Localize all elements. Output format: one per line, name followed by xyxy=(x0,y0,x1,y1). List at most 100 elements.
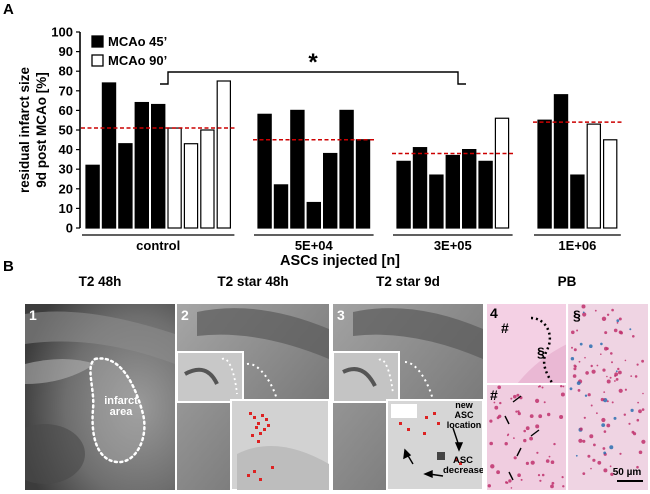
bar xyxy=(355,139,371,229)
stained-cell xyxy=(618,317,622,321)
stained-cell xyxy=(517,473,521,477)
stained-cell xyxy=(609,445,614,450)
stained-cell xyxy=(569,387,573,391)
stained-cell xyxy=(614,372,619,377)
y-tick-label: 0 xyxy=(66,221,73,236)
stained-cell xyxy=(636,418,640,422)
bar xyxy=(118,143,133,229)
bar xyxy=(429,174,444,229)
group-label: 3E+05 xyxy=(434,238,472,253)
stained-cell xyxy=(603,430,607,433)
stained-cell xyxy=(541,386,544,389)
panel-number-3: 3 xyxy=(337,307,345,323)
panel-number-2: 2 xyxy=(181,307,189,323)
y-axis-label-line2: 9d post MCAo [%] xyxy=(34,72,49,188)
stained-cell xyxy=(624,359,627,362)
stained-cell xyxy=(505,481,508,484)
new-asc-location-caption: new ASC location xyxy=(446,400,482,430)
stained-cell xyxy=(593,443,596,447)
y-tick-label: 20 xyxy=(59,181,73,196)
bar xyxy=(216,80,231,229)
stained-cell xyxy=(539,479,542,482)
stained-cell xyxy=(589,434,594,439)
stained-cell xyxy=(638,409,642,414)
stained-cell xyxy=(592,458,596,462)
stained-cell xyxy=(576,329,579,332)
bar xyxy=(167,127,182,229)
stained-cell xyxy=(590,364,593,368)
stained-cell xyxy=(489,441,493,446)
legend-label: MCAo 45’ xyxy=(108,34,167,49)
stained-cell xyxy=(606,379,611,384)
bar xyxy=(494,117,510,229)
panel-b-label: B xyxy=(3,258,14,275)
stained-cell xyxy=(641,408,645,411)
stained-cell xyxy=(582,311,585,314)
stained-cell xyxy=(529,414,534,418)
stained-cell xyxy=(535,424,540,429)
stained-cell xyxy=(513,437,515,439)
stained-cell xyxy=(619,452,622,455)
group-label: control xyxy=(136,238,180,253)
stained-cell xyxy=(615,370,618,373)
stained-cell xyxy=(585,371,589,375)
bar xyxy=(290,109,305,229)
stained-cell xyxy=(611,361,613,364)
stained-cell xyxy=(547,412,551,417)
stained-cell xyxy=(536,451,539,454)
bar xyxy=(602,139,618,229)
x-axis-label: ASCs injected [n] xyxy=(280,253,400,269)
stained-cell xyxy=(510,397,513,400)
section-marker: § xyxy=(537,344,545,360)
stained-cell xyxy=(561,476,564,479)
stained-cell xyxy=(611,401,614,404)
group-label: 1E+06 xyxy=(558,238,596,253)
bar xyxy=(183,143,199,229)
stained-cell xyxy=(637,401,639,404)
panel-title-1: T2 48h xyxy=(78,274,122,289)
stained-cell xyxy=(584,356,586,359)
stained-cell xyxy=(603,451,607,455)
stained-cell xyxy=(613,416,617,420)
stained-cell xyxy=(538,414,543,419)
stained-cell xyxy=(642,392,644,395)
stained-cell xyxy=(553,442,556,446)
stained-cell xyxy=(614,380,616,382)
stained-cell xyxy=(594,309,597,312)
significance-star: * xyxy=(308,49,318,76)
stained-cell xyxy=(583,416,586,419)
y-tick-label: 80 xyxy=(59,64,73,79)
stained-cell xyxy=(573,364,577,368)
stained-cell xyxy=(573,348,577,352)
bar xyxy=(478,160,493,229)
bar xyxy=(85,164,100,229)
stained-cell xyxy=(630,408,634,412)
bar xyxy=(323,152,338,229)
stained-cell xyxy=(606,423,611,428)
stained-cell xyxy=(596,412,598,415)
stained-cell xyxy=(543,401,546,404)
stained-cell xyxy=(602,368,606,372)
stained-cell xyxy=(560,385,563,388)
stained-cell xyxy=(618,330,623,334)
stained-cell xyxy=(587,393,591,397)
stained-cell xyxy=(630,375,633,377)
stained-cell xyxy=(603,391,606,393)
stained-cell xyxy=(513,394,517,399)
stained-cell xyxy=(589,344,593,348)
stained-cell xyxy=(571,346,573,349)
y-tick-label: 100 xyxy=(51,25,73,40)
stained-cell xyxy=(617,367,620,371)
stained-cell xyxy=(525,461,529,465)
stained-cell xyxy=(499,401,502,405)
stained-cell xyxy=(493,401,496,404)
stained-cell xyxy=(641,439,646,444)
stained-cell xyxy=(573,367,577,371)
stained-cell xyxy=(587,454,591,458)
stained-cell xyxy=(578,438,583,443)
stained-cell xyxy=(572,374,577,378)
stained-cell xyxy=(600,353,602,355)
bar xyxy=(570,174,585,229)
stained-cell xyxy=(525,426,530,431)
stained-cell xyxy=(603,398,605,401)
